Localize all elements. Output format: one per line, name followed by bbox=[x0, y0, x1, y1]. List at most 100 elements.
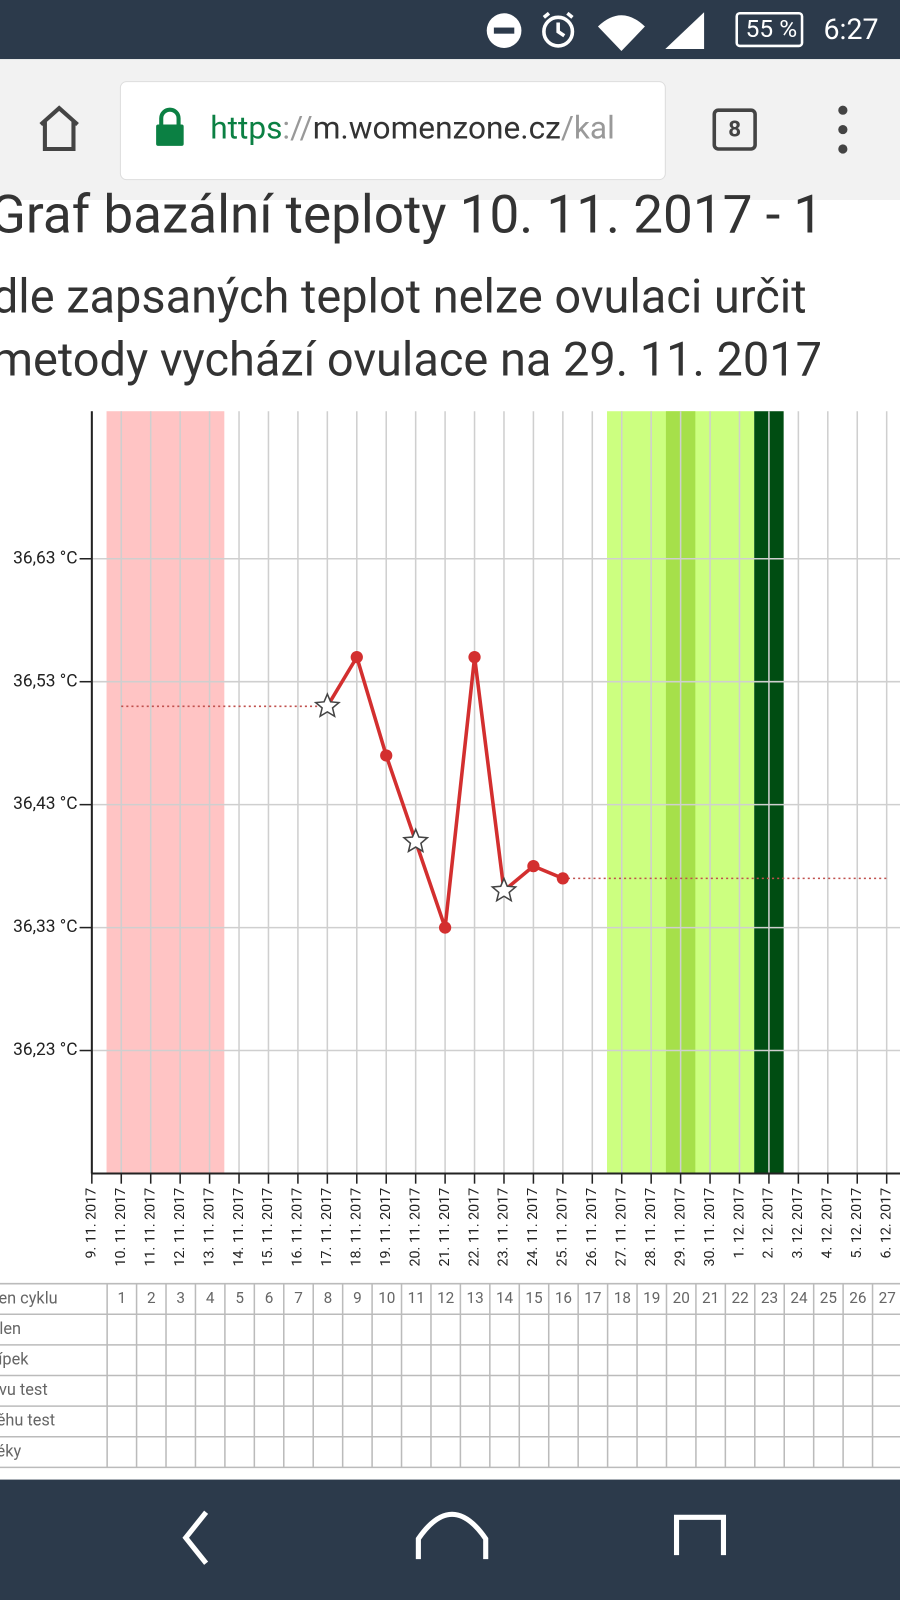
x-tick-label: 5. 12. 2017 bbox=[849, 1188, 865, 1259]
alarm-hands bbox=[542, 11, 574, 38]
row-label: Den cyklu bbox=[0, 1288, 58, 1307]
x-tick-label: 30. 11. 2017 bbox=[702, 1188, 718, 1267]
cycle-day: 2 bbox=[147, 1289, 156, 1307]
x-tick-label: 13. 11. 2017 bbox=[201, 1188, 217, 1267]
x-tick-label: 19. 11. 2017 bbox=[378, 1188, 394, 1267]
x-tick-label: 23. 11. 2017 bbox=[496, 1188, 512, 1267]
cycle-day: 4 bbox=[206, 1289, 215, 1307]
cycle-day: 16 bbox=[555, 1289, 572, 1307]
cycle-day: 7 bbox=[294, 1289, 303, 1307]
menu-dot[interactable] bbox=[838, 125, 848, 135]
row-label: Ovu test bbox=[0, 1380, 48, 1399]
x-tick-label: 17. 11. 2017 bbox=[319, 1188, 335, 1267]
tab-count: 8 bbox=[728, 117, 741, 143]
page-title: Graf bazální teploty 10. 11. 2017 - 1 bbox=[0, 183, 823, 245]
marker-star bbox=[490, 876, 518, 903]
marker-dot bbox=[527, 859, 540, 873]
cycle-day: 15 bbox=[525, 1289, 542, 1307]
nav-recents[interactable] bbox=[673, 1514, 727, 1556]
x-tick-label: 1. 12. 2017 bbox=[731, 1188, 747, 1259]
cycle-day: 9 bbox=[353, 1289, 362, 1307]
cycle-day: 21 bbox=[702, 1289, 719, 1307]
alarm-icon bbox=[542, 15, 575, 48]
x-tick-label: 27. 11. 2017 bbox=[614, 1188, 630, 1267]
cycle-day: 24 bbox=[790, 1289, 808, 1307]
battery-outline bbox=[735, 11, 804, 48]
x-tick-label: 3. 12. 2017 bbox=[790, 1188, 806, 1259]
marker-star bbox=[402, 827, 430, 854]
y-tick-label: 36,63 °C bbox=[13, 548, 77, 568]
cycle-day: 11 bbox=[408, 1289, 425, 1307]
url-separator: :// bbox=[282, 110, 312, 147]
status-bar: 55 % 6:27 bbox=[0, 0, 900, 60]
cycle-day: 8 bbox=[324, 1289, 333, 1307]
nav-back[interactable] bbox=[182, 1510, 209, 1565]
y-tick-label: 36,33 °C bbox=[13, 917, 77, 937]
x-tick-label: 4. 12. 2017 bbox=[820, 1188, 836, 1259]
x-tick-label: 22. 11. 2017 bbox=[466, 1188, 482, 1267]
marker-dot bbox=[556, 872, 569, 885]
y-tick-label: 36,43 °C bbox=[13, 794, 77, 814]
phase-band bbox=[106, 411, 225, 1174]
cycle-day: 12 bbox=[437, 1289, 455, 1307]
cycle-day: 25 bbox=[820, 1289, 837, 1307]
cycle-day: 20 bbox=[673, 1289, 690, 1307]
x-tick-label: 20. 11. 2017 bbox=[407, 1188, 423, 1267]
row-label: Čípek bbox=[0, 1349, 29, 1369]
cycle-day: 17 bbox=[584, 1289, 601, 1307]
chart: 9. 11. 2017 10. 11. 2017 11. 11. 2017 12. 1… bbox=[13, 411, 900, 1267]
marker-dot bbox=[468, 650, 481, 664]
dnd-bar bbox=[493, 27, 515, 34]
x-tick-label: 12. 11. 2017 bbox=[172, 1188, 188, 1267]
cycle-day: 27 bbox=[879, 1289, 896, 1307]
cycle-day: 3 bbox=[176, 1289, 185, 1307]
url-box[interactable] bbox=[119, 81, 666, 181]
row-label: Hlen bbox=[0, 1319, 21, 1338]
summary-line: metody vychází ovulace na 29. 11. 2017 bbox=[0, 333, 822, 388]
url-host: m.womenzone.cz bbox=[313, 110, 561, 147]
marker-dot bbox=[380, 749, 393, 762]
browser-toolbar: https://m.womenzone.cz/kal 8 bbox=[0, 59, 900, 201]
x-tick-label: 25. 11. 2017 bbox=[555, 1188, 571, 1267]
cycle-day: 10 bbox=[378, 1289, 395, 1307]
url-scheme: https bbox=[210, 110, 282, 147]
trend-line bbox=[121, 705, 887, 880]
y-tick-label: 36,23 °C bbox=[13, 1040, 77, 1060]
x-tick-label: 10. 11. 2017 bbox=[113, 1188, 129, 1267]
nav-home[interactable] bbox=[415, 1511, 489, 1560]
marker-dot bbox=[438, 921, 452, 934]
summary-line: dle zapsaných teplot nelze ovulaci určit bbox=[0, 269, 807, 324]
x-tick-label: 29. 11. 2017 bbox=[672, 1188, 688, 1267]
wifi-icon bbox=[597, 15, 645, 52]
nav-bar-bg bbox=[0, 1479, 900, 1600]
x-tick-label: 15. 11. 2017 bbox=[260, 1188, 276, 1267]
cycle-day: 1 bbox=[118, 1289, 127, 1307]
home-button[interactable] bbox=[39, 105, 79, 152]
x-tick-label: 28. 11. 2017 bbox=[643, 1188, 659, 1267]
clock: 6:27 bbox=[823, 12, 878, 46]
x-tick-label: 14. 11. 2017 bbox=[231, 1188, 247, 1267]
signal-icon bbox=[665, 12, 705, 49]
status-bar-bg bbox=[0, 0, 900, 60]
url-text[interactable]: https://m.womenzone.cz/kal bbox=[210, 110, 615, 147]
menu-dot[interactable] bbox=[838, 144, 848, 154]
nav-bar bbox=[0, 1479, 900, 1600]
marker-star bbox=[313, 692, 341, 718]
tabs-button[interactable] bbox=[712, 108, 757, 151]
cycle-day: 23 bbox=[761, 1289, 778, 1307]
x-tick-label: 18. 11. 2017 bbox=[349, 1188, 365, 1267]
url-path: /kal bbox=[561, 110, 615, 147]
marker-dot bbox=[350, 650, 363, 664]
heading: Graf bazální teploty 10. 11. 2017 - 1 dle… bbox=[0, 183, 823, 387]
cycle-day: 6 bbox=[265, 1289, 274, 1307]
lock-shackle bbox=[159, 107, 181, 126]
data-table: Den cyklu Hlen Čípek Ovu test Těhu test Léky 1… bbox=[0, 1282, 900, 1469]
row-label: Léky bbox=[0, 1441, 21, 1460]
cycle-day: 18 bbox=[614, 1289, 631, 1307]
menu-dot[interactable] bbox=[838, 105, 848, 115]
x-tick-label: 21. 11. 2017 bbox=[437, 1188, 453, 1267]
x-tick-label: 26. 11. 2017 bbox=[584, 1188, 600, 1267]
